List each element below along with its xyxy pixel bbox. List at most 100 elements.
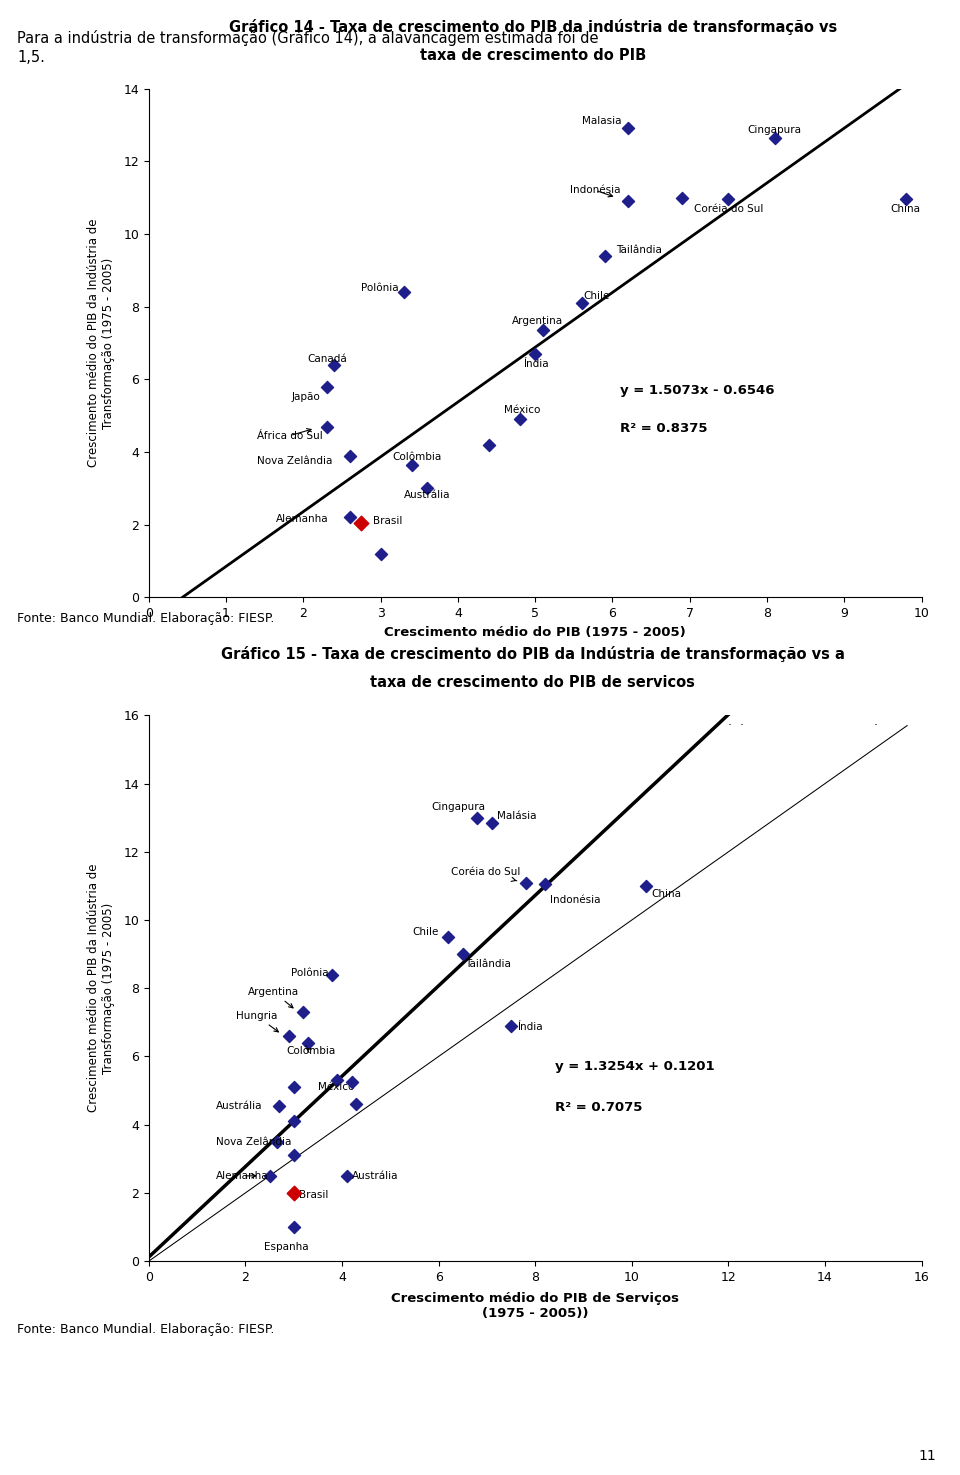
Point <box>342 506 357 530</box>
Text: Austrália: Austrália <box>404 490 450 500</box>
Text: Alemanha: Alemanha <box>216 1171 269 1181</box>
Point <box>528 342 543 366</box>
Point <box>484 811 499 835</box>
Text: Tailândia: Tailândia <box>616 245 662 255</box>
Point <box>372 541 388 565</box>
Point <box>620 189 636 212</box>
Text: China: China <box>651 889 682 900</box>
Text: Japão: Japão <box>292 392 321 403</box>
Point <box>342 444 357 468</box>
Text: Hungria: Hungria <box>236 1010 278 1032</box>
Point <box>441 925 456 948</box>
Text: Índia: Índia <box>523 358 549 369</box>
Text: Gráfico 15 - Taxa de crescimento do PIB da Indústria de transformação vs a: Gráfico 15 - Taxa de crescimento do PIB … <box>221 646 845 662</box>
Point <box>899 187 914 211</box>
Point <box>281 1024 297 1047</box>
Point <box>286 1181 301 1205</box>
Text: Nova Zelândia: Nova Zelândia <box>257 456 332 466</box>
Point <box>324 963 340 987</box>
Text: México: México <box>504 406 540 414</box>
Point <box>455 943 470 966</box>
Y-axis label: Crescimento médio do PIB da Indústria de
Transformação (1975 - 2005): Crescimento médio do PIB da Indústria de… <box>86 864 115 1112</box>
Point <box>300 1031 316 1055</box>
Point <box>517 870 533 894</box>
Point <box>767 125 782 149</box>
Point <box>326 353 342 376</box>
X-axis label: Crescimento médio do PIB (1975 - 2005): Crescimento médio do PIB (1975 - 2005) <box>384 625 686 639</box>
Text: Canadá: Canadá <box>307 354 347 364</box>
Point <box>512 407 527 431</box>
Point <box>674 186 689 209</box>
Point <box>348 1093 364 1117</box>
Point <box>503 1013 518 1037</box>
Point <box>420 476 435 500</box>
Point <box>286 1075 301 1099</box>
Point <box>353 510 369 534</box>
Text: Austrália: Austrália <box>216 1100 263 1111</box>
Point <box>404 453 420 476</box>
Text: taxa de crescimento do PIB de servicos: taxa de crescimento do PIB de servicos <box>371 676 695 690</box>
Text: Nova Zelândia: Nova Zelândia <box>216 1137 292 1146</box>
Text: R² = 0.8375: R² = 0.8375 <box>620 422 708 435</box>
Text: Cingapura: Cingapura <box>431 802 486 813</box>
Point <box>286 1143 301 1167</box>
Point <box>272 1094 287 1118</box>
Point <box>481 434 496 457</box>
Text: Fonte: Banco Mundial. Elaboração: FIESP.: Fonte: Banco Mundial. Elaboração: FIESP. <box>17 1323 275 1336</box>
Text: Argentina: Argentina <box>248 987 299 1007</box>
Text: y = 1.3254x + 0.1201: y = 1.3254x + 0.1201 <box>555 1061 714 1074</box>
Text: Colômbia: Colômbia <box>286 1046 336 1056</box>
Text: Para a indústria de transformação (Gráfico 14), a alavancagem estimada foi de: Para a indústria de transformação (Gráfi… <box>17 30 599 46</box>
Text: Espanha: Espanha <box>264 1242 309 1252</box>
Text: Alemanha: Alemanha <box>276 515 329 524</box>
Text: Coréia do Sul: Coréia do Sul <box>450 867 520 882</box>
Text: Fonte: Banco Mundial. Elaboração: FIESP.: Fonte: Banco Mundial. Elaboração: FIESP. <box>17 612 275 625</box>
Point <box>396 280 412 304</box>
Text: Austrália: Austrália <box>351 1171 398 1181</box>
Point <box>286 1215 301 1239</box>
Point <box>344 1071 359 1094</box>
Text: y = 1.5073x - 0.6546: y = 1.5073x - 0.6546 <box>620 384 775 397</box>
Point <box>339 1164 354 1187</box>
Point <box>574 291 589 314</box>
X-axis label: Crescimento médio do PIB de Serviços
(1975 - 2005)): Crescimento médio do PIB de Serviços (19… <box>392 1292 680 1320</box>
Text: Brasil: Brasil <box>372 516 402 527</box>
Point <box>620 117 636 140</box>
Text: México: México <box>318 1083 354 1092</box>
Point <box>286 1109 301 1133</box>
Text: Tailândia: Tailândia <box>466 959 511 969</box>
Text: Polônia: Polônia <box>291 968 329 978</box>
Text: 1,5.: 1,5. <box>17 50 45 65</box>
Text: ·: · <box>874 718 877 732</box>
Point <box>329 1068 345 1092</box>
Point <box>296 1000 311 1024</box>
Text: Índia: Índia <box>516 1022 542 1032</box>
Point <box>721 187 736 211</box>
Point <box>597 243 612 267</box>
Text: Malásia: Malásia <box>496 811 536 822</box>
Point <box>469 805 485 829</box>
Text: China: China <box>891 204 921 214</box>
Text: ·  ·: · · <box>729 718 744 732</box>
Text: África do Sul: África do Sul <box>257 429 323 441</box>
Text: Chile: Chile <box>583 291 610 301</box>
Text: Gráfico 14 - Taxa de crescimento do PIB da indústria de transformação vs: Gráfico 14 - Taxa de crescimento do PIB … <box>228 19 837 35</box>
Text: Chile: Chile <box>412 926 439 937</box>
Text: Malasia: Malasia <box>582 117 621 127</box>
Y-axis label: Crescimento médio do PIB da Indústria de
Transformação (1975 - 2005): Crescimento médio do PIB da Indústria de… <box>86 218 115 468</box>
Text: Polônia: Polônia <box>361 283 399 294</box>
Text: Cingapura: Cingapura <box>748 125 802 136</box>
Text: Brasil: Brasil <box>300 1190 329 1199</box>
Text: Coréia do Sul: Coréia do Sul <box>694 204 763 214</box>
Point <box>538 872 553 895</box>
Point <box>269 1130 284 1153</box>
Point <box>536 319 551 342</box>
Text: Argentina: Argentina <box>512 316 564 326</box>
Text: taxa de crescimento do PIB: taxa de crescimento do PIB <box>420 49 646 63</box>
Text: Colômbia: Colômbia <box>393 453 442 463</box>
Point <box>262 1164 277 1187</box>
Point <box>638 875 654 898</box>
Text: Indonésia: Indonésia <box>550 894 600 904</box>
Point <box>319 375 334 398</box>
Point <box>319 414 334 438</box>
